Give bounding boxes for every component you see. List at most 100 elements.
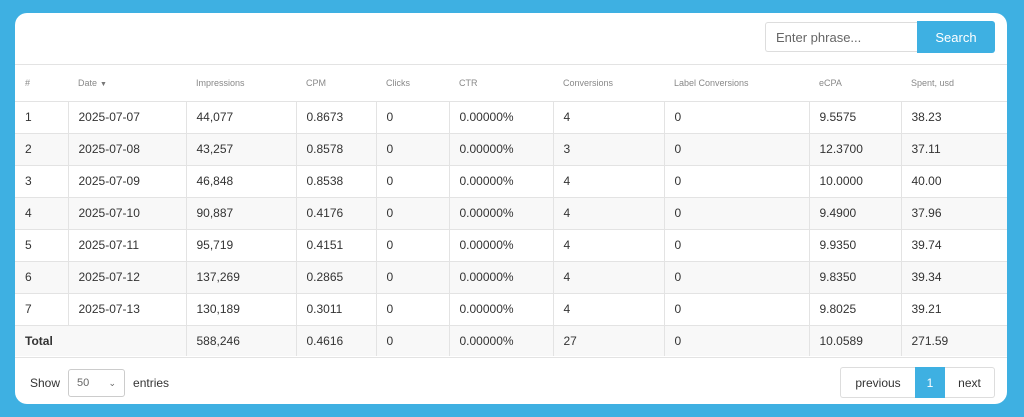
cell-ctr: 0.00000%	[449, 101, 554, 134]
cell-index: 1	[15, 101, 69, 134]
cell-date: 2025-07-08	[68, 133, 187, 166]
total-ctr: 0.00000%	[449, 325, 554, 356]
cell-index: 5	[15, 229, 69, 262]
cell-conversions: 4	[553, 101, 665, 134]
cell-label-conversions: 0	[664, 165, 810, 198]
cell-ctr: 0.00000%	[449, 293, 554, 326]
cell-cpm: 0.8673	[296, 101, 377, 134]
search-button[interactable]: Search	[917, 21, 995, 53]
cell-cpm: 0.8578	[296, 133, 377, 166]
cell-clicks: 0	[376, 133, 450, 166]
col-header-ecpa[interactable]: eCPA	[809, 65, 901, 102]
total-label-conversions: 0	[664, 325, 810, 356]
cell-clicks: 0	[376, 229, 450, 262]
cell-ecpa: 10.0000	[809, 165, 902, 198]
cell-spent: 37.96	[901, 197, 1007, 230]
cell-cpm: 0.3011	[296, 293, 377, 326]
next-page-button[interactable]: next	[945, 367, 995, 398]
cell-cpm: 0.4151	[296, 229, 377, 262]
cell-impressions: 137,269	[186, 261, 297, 294]
cell-ecpa: 9.8350	[809, 261, 902, 294]
cell-date: 2025-07-09	[68, 165, 187, 198]
col-header-clicks[interactable]: Clicks	[376, 65, 449, 102]
cell-clicks: 0	[376, 261, 450, 294]
cell-label-conversions: 0	[664, 101, 810, 134]
cell-spent: 38.23	[901, 101, 1007, 134]
cell-index: 6	[15, 261, 69, 294]
cell-ecpa: 9.9350	[809, 229, 902, 262]
search-input[interactable]	[765, 22, 917, 52]
cell-ctr: 0.00000%	[449, 229, 554, 262]
chevron-down-icon: ⌄	[108, 377, 117, 388]
cell-clicks: 0	[376, 165, 450, 198]
cell-ctr: 0.00000%	[449, 165, 554, 198]
page-length-value: 50	[77, 377, 90, 389]
cell-conversions: 4	[553, 165, 665, 198]
cell-date: 2025-07-10	[68, 197, 187, 230]
entries-label: entries	[133, 376, 170, 390]
cell-label-conversions: 0	[664, 229, 810, 262]
cell-spent: 40.00	[901, 165, 1007, 198]
pagination: previous 1 next	[840, 367, 995, 398]
cell-conversions: 4	[553, 261, 665, 294]
page-length-select[interactable]: 50 ⌄	[68, 369, 126, 397]
cell-date: 2025-07-12	[68, 261, 187, 294]
previous-page-button[interactable]: previous	[840, 367, 915, 398]
cell-label-conversions: 0	[664, 293, 810, 326]
cell-spent: 39.34	[901, 261, 1007, 294]
cell-index: 4	[15, 197, 69, 230]
sort-desc-icon: ▼	[100, 80, 107, 88]
cell-conversions: 4	[553, 229, 665, 262]
cell-ctr: 0.00000%	[449, 261, 554, 294]
total-impressions: 588,246	[186, 325, 297, 356]
table-row: 7 2025-07-13 130,189 0.3011 0 0.00000% 4…	[15, 293, 1007, 326]
cell-spent: 39.74	[901, 229, 1007, 262]
cell-impressions: 43,257	[186, 133, 297, 166]
cell-impressions: 95,719	[186, 229, 297, 262]
cell-clicks: 0	[376, 101, 450, 134]
cell-impressions: 90,887	[186, 197, 297, 230]
cell-index: 7	[15, 293, 69, 326]
cell-date: 2025-07-07	[68, 101, 187, 134]
col-header-index[interactable]: #	[15, 65, 68, 102]
col-header-cpm[interactable]: CPM	[296, 65, 376, 102]
cell-conversions: 4	[553, 293, 665, 326]
cell-cpm: 0.8538	[296, 165, 377, 198]
total-cpm: 0.4616	[296, 325, 377, 356]
cell-impressions: 44,077	[186, 101, 297, 134]
cell-date: 2025-07-11	[68, 229, 187, 262]
cell-spent: 37.11	[901, 133, 1007, 166]
cell-index: 3	[15, 165, 69, 198]
col-header-impressions[interactable]: Impressions	[186, 65, 296, 102]
page-length-control: Show 50 ⌄ entries	[30, 369, 169, 397]
col-header-label-conversions[interactable]: Label Conversions	[664, 65, 809, 102]
search-bar: Search	[765, 21, 995, 53]
col-header-ctr[interactable]: CTR	[449, 65, 553, 102]
cell-impressions: 130,189	[186, 293, 297, 326]
cell-ecpa: 9.5575	[809, 101, 902, 134]
cell-clicks: 0	[376, 197, 450, 230]
total-clicks: 0	[376, 325, 450, 356]
table-row: 1 2025-07-07 44,077 0.8673 0 0.00000% 4 …	[15, 101, 1007, 134]
cell-cpm: 0.2865	[296, 261, 377, 294]
cell-spent: 39.21	[901, 293, 1007, 326]
cell-conversions: 4	[553, 197, 665, 230]
table-row: 6 2025-07-12 137,269 0.2865 0 0.00000% 4…	[15, 261, 1007, 294]
col-header-conversions[interactable]: Conversions	[553, 65, 664, 102]
stats-card: Search # Date▼ Impressions CPM Clicks CT…	[15, 13, 1007, 404]
table-row: 4 2025-07-10 90,887 0.4176 0 0.00000% 4 …	[15, 197, 1007, 230]
total-label: Total	[15, 325, 187, 356]
table-row: 5 2025-07-11 95,719 0.4151 0 0.00000% 4 …	[15, 229, 1007, 262]
col-header-date[interactable]: Date ▼	[68, 65, 186, 102]
cell-label-conversions: 0	[664, 197, 810, 230]
cell-index: 2	[15, 133, 69, 166]
total-row: Total 588,246 0.4616 0 0.00000% 27 0 10.…	[15, 325, 1007, 356]
table-row: 3 2025-07-09 46,848 0.8538 0 0.00000% 4 …	[15, 165, 1007, 198]
cell-cpm: 0.4176	[296, 197, 377, 230]
cell-date: 2025-07-13	[68, 293, 187, 326]
col-header-spent[interactable]: Spent, usd	[901, 65, 1007, 102]
page-1-button[interactable]: 1	[915, 367, 945, 398]
cell-impressions: 46,848	[186, 165, 297, 198]
header-row: # Date ▼ Impressions CPM Clicks CTR Conve…	[15, 65, 1007, 102]
show-label: Show	[30, 376, 61, 390]
